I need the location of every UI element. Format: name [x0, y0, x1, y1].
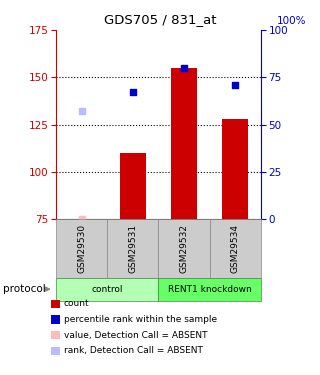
- Text: GSM29531: GSM29531: [128, 224, 137, 273]
- Bar: [171, 68, 197, 219]
- Point: [233, 82, 238, 88]
- Point: [79, 108, 84, 114]
- Text: value, Detection Call = ABSENT: value, Detection Call = ABSENT: [64, 331, 207, 340]
- Bar: [222, 119, 248, 219]
- Text: percentile rank within the sample: percentile rank within the sample: [64, 315, 217, 324]
- Point: [130, 90, 135, 96]
- Text: RENT1 knockdown: RENT1 knockdown: [168, 285, 252, 294]
- Text: protocol: protocol: [3, 284, 46, 294]
- Text: GSM29532: GSM29532: [180, 224, 188, 273]
- Point: [79, 216, 84, 222]
- Text: control: control: [92, 285, 123, 294]
- Text: count: count: [64, 299, 90, 308]
- Text: rank, Detection Call = ABSENT: rank, Detection Call = ABSENT: [64, 346, 203, 355]
- Text: GSM29530: GSM29530: [77, 224, 86, 273]
- Bar: [120, 153, 146, 219]
- Point: [181, 65, 187, 71]
- Text: GDS705 / 831_at: GDS705 / 831_at: [104, 13, 216, 26]
- Text: 100%: 100%: [277, 16, 307, 26]
- Text: GSM29534: GSM29534: [231, 224, 240, 273]
